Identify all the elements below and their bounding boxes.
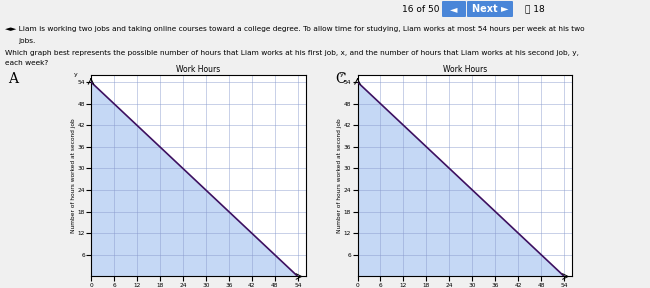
Text: ◄► Liam is working two jobs and taking online courses toward a college degree. T: ◄► Liam is working two jobs and taking o… bbox=[5, 26, 584, 32]
Text: y: y bbox=[341, 72, 344, 77]
Text: x: x bbox=[570, 287, 574, 288]
Polygon shape bbox=[358, 82, 564, 276]
Text: y: y bbox=[74, 72, 77, 77]
Bar bbox=[0, 0, 650, 16]
Text: ⏱ 18: ⏱ 18 bbox=[525, 5, 545, 14]
Text: each week?: each week? bbox=[5, 60, 48, 66]
Title: Work Hours: Work Hours bbox=[443, 65, 487, 74]
FancyBboxPatch shape bbox=[442, 1, 466, 17]
Text: Next ►: Next ► bbox=[472, 4, 508, 14]
Text: x: x bbox=[304, 287, 307, 288]
Text: 16 of 50: 16 of 50 bbox=[402, 5, 440, 14]
Text: ◄: ◄ bbox=[450, 4, 458, 14]
Title: Work Hours: Work Hours bbox=[176, 65, 220, 74]
Polygon shape bbox=[91, 82, 298, 276]
Y-axis label: Number of hours worked at second job: Number of hours worked at second job bbox=[71, 118, 76, 233]
Text: Which graph best represents the possible number of hours that Liam works at his : Which graph best represents the possible… bbox=[5, 50, 579, 56]
Text: C: C bbox=[335, 72, 346, 86]
Y-axis label: Number of hours worked at second job: Number of hours worked at second job bbox=[337, 118, 343, 233]
Text: A: A bbox=[8, 72, 18, 86]
FancyBboxPatch shape bbox=[467, 1, 513, 17]
Text: jobs.: jobs. bbox=[18, 38, 35, 44]
